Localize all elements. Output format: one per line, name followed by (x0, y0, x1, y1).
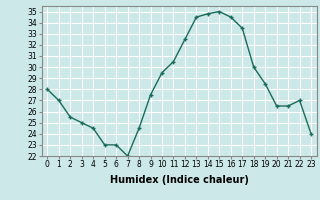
X-axis label: Humidex (Indice chaleur): Humidex (Indice chaleur) (110, 175, 249, 185)
